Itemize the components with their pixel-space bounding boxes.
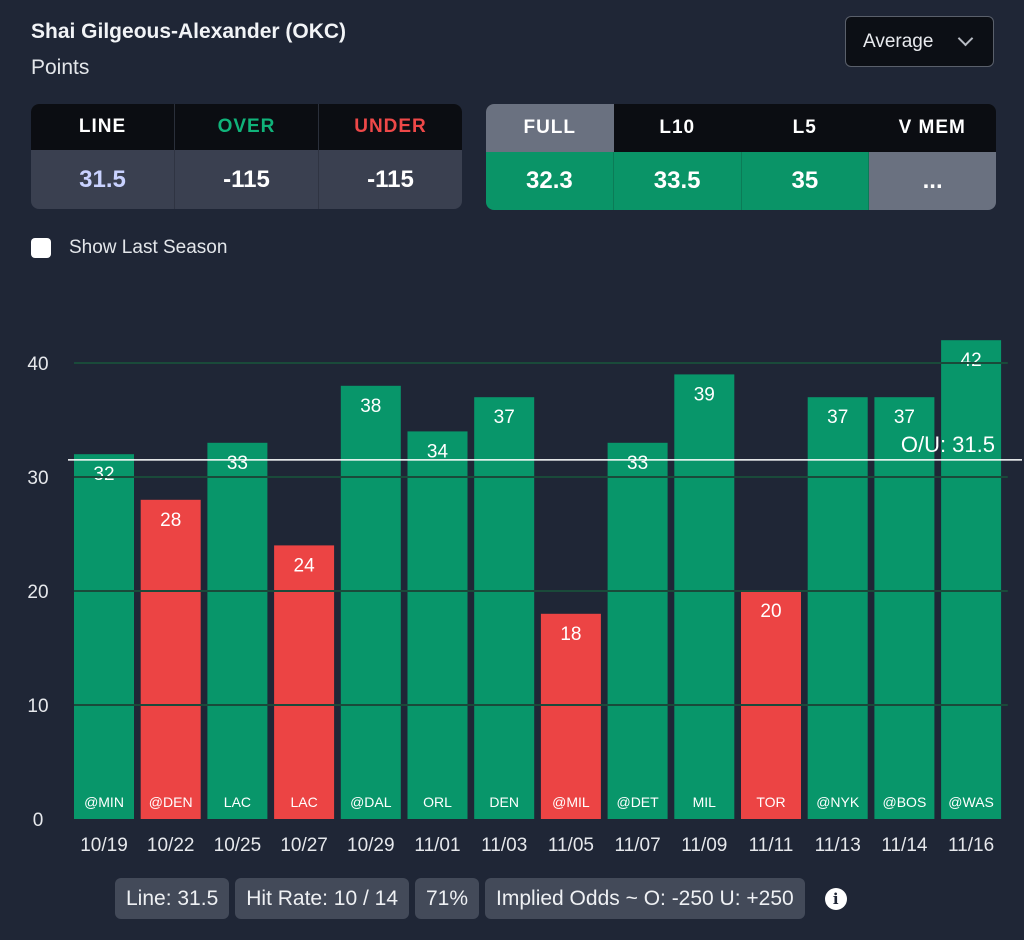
y-tick-label: 20	[27, 582, 48, 603]
bar-value-label: 18	[560, 624, 581, 645]
bar	[407, 431, 468, 819]
bar-opponent-label: @MIL	[552, 794, 590, 810]
hit-rate-pill: Hit Rate: 10 / 14	[235, 878, 409, 919]
stat-mode-select[interactable]: Average	[845, 16, 994, 67]
chevron-down-icon	[957, 30, 974, 47]
bar	[474, 397, 535, 819]
bar	[274, 545, 335, 819]
bar-value-label: 37	[494, 407, 515, 428]
avg-l10-value: 33.5	[613, 152, 742, 210]
bar	[207, 442, 268, 819]
bar	[607, 442, 668, 819]
bar-value-label: 37	[827, 407, 848, 428]
averages-card: FULL L10 L5 V MEM 32.3 33.5 35 ...	[486, 104, 996, 210]
bar	[674, 374, 735, 819]
x-tick-label: 11/05	[548, 835, 594, 856]
bar-value-label: 39	[694, 384, 715, 405]
under-header: UNDER	[354, 116, 427, 137]
bar-value-label: 33	[227, 453, 248, 474]
over-header: OVER	[175, 104, 319, 150]
x-tick-label: 10/25	[214, 835, 262, 856]
bar-value-label: 38	[360, 396, 381, 417]
bar-value-label: 42	[961, 350, 982, 371]
line-pill: Line: 31.5	[115, 878, 230, 919]
player-name: Shai Gilgeous-Alexander (OKC)	[31, 20, 347, 43]
bar-opponent-label: @DET	[616, 794, 659, 810]
bar	[807, 397, 868, 819]
line-header: LINE	[31, 104, 175, 150]
bar-opponent-label: MIL	[693, 794, 717, 810]
tab-v-mem[interactable]: V MEM	[898, 117, 966, 138]
show-last-season-label: Show Last Season	[69, 237, 228, 258]
bar-opponent-label: @NYK	[816, 794, 860, 810]
bar-opponent-label: TOR	[756, 794, 785, 810]
x-tick-label: 11/13	[815, 835, 861, 856]
info-icon[interactable]: i	[824, 887, 847, 910]
under-odds: -115	[367, 165, 414, 193]
bar-opponent-label: @DAL	[350, 794, 392, 810]
y-tick-label: 30	[27, 468, 48, 489]
implied-odds-pill: Implied Odds ~ O: -250 U: +250	[485, 878, 805, 919]
avg-l5-value: 35	[741, 152, 870, 210]
points-bar-chart: 0 10 20 30 40 32 @MIN 10/19 28 @DEN 10/22 33 LAC 10/2…	[27, 340, 1022, 856]
bar-opponent-label: ORL	[423, 794, 452, 810]
bar	[540, 613, 601, 819]
bar	[874, 397, 935, 819]
x-tick-label: 11/09	[681, 835, 727, 856]
x-tick-label: 10/27	[280, 835, 328, 856]
x-tick-label: 11/16	[948, 835, 994, 856]
bar-value-label: 33	[627, 453, 648, 474]
bar	[140, 499, 201, 819]
bar-opponent-label: @BOS	[883, 794, 927, 810]
bar-opponent-label: @DEN	[149, 794, 193, 810]
show-last-season-checkbox[interactable]	[31, 238, 51, 258]
bar	[74, 454, 134, 819]
x-tick-label: 10/22	[147, 835, 195, 856]
bar	[941, 340, 1002, 819]
over-odds: -115	[175, 150, 319, 209]
avg-vmem-value: ...	[869, 152, 996, 210]
tab-l10[interactable]: L10	[659, 117, 696, 138]
bar-value-label: 28	[160, 510, 181, 531]
bar-value-label: 34	[427, 441, 449, 462]
bar-opponent-label: DEN	[489, 794, 519, 810]
tab-full[interactable]: FULL	[486, 104, 614, 152]
ou-line-label: O/U: 31.5	[901, 432, 995, 457]
line-value: 31.5	[31, 150, 175, 209]
bar	[340, 385, 401, 819]
bar-opponent-label: @WAS	[948, 794, 994, 810]
bar-value-label: 24	[294, 555, 316, 576]
stat-label: Points	[31, 56, 90, 79]
stat-mode-value: Average	[863, 30, 934, 52]
line-card: LINE OVER UNDER 31.5 -115 -115	[31, 104, 462, 209]
x-tick-label: 10/19	[80, 835, 128, 856]
show-last-season-toggle[interactable]: Show Last Season	[31, 237, 227, 259]
bar-opponent-label: @MIN	[84, 794, 124, 810]
x-tick-label: 11/03	[481, 835, 527, 856]
x-tick-label: 10/29	[347, 835, 395, 856]
avg-full-value: 32.3	[486, 152, 614, 210]
bar-opponent-label: LAC	[224, 794, 251, 810]
x-tick-label: 11/14	[881, 835, 928, 856]
bar-value-label: 20	[760, 601, 781, 622]
bar-value-label: 37	[894, 407, 915, 428]
x-tick-label: 11/07	[615, 835, 661, 856]
bar-opponent-label: LAC	[290, 794, 317, 810]
summary-bar: Line: 31.5 Hit Rate: 10 / 14 71% Implied…	[115, 878, 847, 919]
x-tick-label: 11/11	[749, 835, 794, 856]
bar-value-label: 32	[93, 464, 114, 485]
tab-l5[interactable]: L5	[792, 117, 817, 138]
y-tick-label: 0	[33, 810, 44, 831]
x-tick-label: 11/01	[414, 835, 460, 856]
y-tick-label: 40	[27, 354, 48, 375]
hit-pct-pill: 71%	[415, 878, 480, 919]
y-tick-label: 10	[27, 696, 48, 717]
